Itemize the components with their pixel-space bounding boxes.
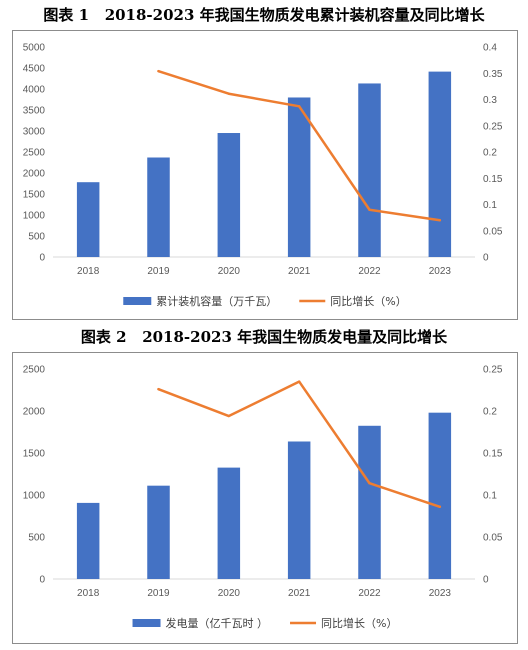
chart-1-x-tick-label: 2019 — [147, 266, 170, 277]
chart-2-line-point-2022 — [368, 482, 371, 485]
chart-1-x-tick-label: 2023 — [429, 266, 452, 277]
chart-2-y-right-tick-label: 0.05 — [483, 533, 503, 544]
chart-1-x-tick-label: 2018 — [77, 266, 100, 277]
chart-1-bar-2022 — [358, 83, 381, 258]
chart-2-y-left-tick-label: 1000 — [23, 491, 46, 502]
chart-1-y-left-tick-label: 3000 — [23, 127, 46, 138]
chart-2-y-right-tick-label: 0.25 — [483, 365, 503, 376]
chart-2-legend-line-label: 同比增长（%） — [321, 616, 397, 630]
chart-2-x-tick-label: 2023 — [429, 588, 452, 599]
chart-2-svg: 0 500 1000 1500 2000 2500 0 0.05 0.1 0.15 0.2 0.25 2… — [23, 365, 503, 631]
chart-2-x-tick-label: 2018 — [77, 588, 100, 599]
chart-2-bar-2019 — [147, 485, 170, 579]
chart-1-panel: 0 500 1000 1500 2000 2500 3000 3500 4000 4500 5000… — [12, 30, 518, 320]
chart-1-line-point-2022 — [368, 208, 371, 211]
chart-2-line-point-2020 — [227, 414, 231, 418]
chart-1-legend: 累计装机容量（万千瓦） 同比增长（%） — [123, 294, 407, 308]
chart-2-legend-bar-swatch — [132, 619, 161, 627]
chart-1-svg: 0 500 1000 1500 2000 2500 3000 3500 4000 4500 5000… — [23, 43, 503, 309]
chart-1-y-right-tick-label: 0 — [483, 253, 489, 264]
chart-1-line-point-2023 — [438, 219, 442, 222]
chart-1-y-left-tick-label: 1000 — [23, 211, 46, 222]
chart-1-line-point-2020 — [227, 92, 231, 95]
chart-2-figure-label: 图表 2 — [80, 328, 127, 346]
chart-2-y-right-tick-label: 0 — [483, 575, 489, 586]
chart-1-y-left-tick-label: 3500 — [23, 106, 46, 117]
chart-1-title: 图表 1 2018-2023 年我国生物质发电累计装机容量及同比增长 — [0, 4, 528, 25]
chart-2-bar-2020 — [217, 467, 241, 579]
chart-2-line-point-2023 — [438, 505, 442, 508]
chart-2-y-left-tick-label: 1500 — [23, 449, 46, 460]
chart-1-line-point-2019 — [157, 69, 160, 73]
chart-1-x-tick-label: 2021 — [288, 266, 311, 277]
chart-1-bar-2020 — [217, 133, 241, 257]
chart-1-y-left-tick-label: 0 — [39, 253, 45, 264]
chart-1-legend-bar-swatch — [123, 297, 152, 305]
chart-2-y-left-tick-label: 0 — [39, 575, 45, 586]
chart-1-y-left-tick-label: 1500 — [23, 190, 46, 201]
chart-2-y-right-tick-label: 0.2 — [483, 407, 497, 418]
chart-2-title: 图表 2 2018-2023 年我国生物质发电量及同比增长 — [0, 326, 528, 347]
chart-1-title-text: 2018-2023 年我国生物质发电累计装机容量及同比增长 — [104, 6, 485, 24]
chart-1-y-left-tick-label: 2500 — [23, 148, 46, 159]
chart-1-y-left-tick-label: 2000 — [23, 169, 46, 180]
chart-1-y-right-tick-label: 0.1 — [483, 200, 497, 211]
chart-1-x-tick-label: 2020 — [218, 266, 241, 277]
chart-2-panel: 0 500 1000 1500 2000 2500 0 0.05 0.1 0.15 0.2 0.25 2… — [12, 352, 518, 644]
chart-1-y-left-tick-label: 500 — [28, 232, 45, 243]
chart-2-title-text: 2018-2023 年我国生物质发电量及同比增长 — [142, 328, 448, 346]
chart-1-line-point-2021 — [297, 105, 301, 108]
chart-1-y-right-tick-label: 0.35 — [483, 69, 503, 80]
chart-1-bar-2018 — [76, 182, 100, 257]
chart-2-legend: 发电量（亿千瓦时 ） 同比增长（%） — [132, 616, 397, 630]
chart-1-y-right-tick-label: 0.2 — [483, 148, 497, 159]
chart-2-x-tick-label: 2022 — [358, 588, 381, 599]
chart-2-x-tick-label: 2020 — [218, 588, 241, 599]
chart-1-y-right-tick-label: 0.4 — [483, 43, 497, 54]
chart-1-y-left-tick-label: 4000 — [23, 85, 46, 96]
chart-2-bar-2021 — [287, 441, 311, 579]
chart-2-y-right-tick-label: 0.1 — [483, 491, 497, 502]
chart-2-y-left-tick-label: 2500 — [23, 365, 46, 376]
chart-1-y-right-tick-label: 0.15 — [483, 174, 503, 185]
chart-1-bar-2021 — [287, 97, 311, 257]
chart-1-y-right-tick-label: 0.25 — [483, 121, 503, 132]
chart-2-bar-2018 — [76, 502, 100, 579]
chart-2-bar-2022 — [358, 425, 381, 579]
chart-2-bar-2023 — [428, 412, 452, 579]
chart-2-y-left-tick-label: 2000 — [23, 407, 46, 418]
chart-1-bar-2023 — [428, 71, 452, 257]
chart-1-figure-label: 图表 1 — [43, 6, 90, 24]
chart-1-y-right-tick-label: 0.3 — [483, 95, 497, 106]
chart-2-y-right-tick-label: 0.15 — [483, 449, 503, 460]
chart-2-line-point-2019 — [157, 387, 160, 391]
chart-1-y-right-tick-label: 0.05 — [483, 226, 503, 237]
chart-1-y-left-tick-label: 5000 — [23, 43, 46, 54]
chart-1-x-tick-label: 2022 — [358, 266, 381, 277]
chart-1-bar-2019 — [147, 157, 170, 257]
chart-2-x-tick-label: 2021 — [288, 588, 311, 599]
chart-1-y-left-tick-label: 4500 — [23, 64, 46, 75]
chart-2-legend-bar-label: 发电量（亿千瓦时 ） — [166, 616, 269, 630]
chart-2-line-point-2021 — [297, 380, 301, 383]
chart-2-x-tick-label: 2019 — [147, 588, 170, 599]
chart-2-y-left-tick-label: 500 — [28, 533, 45, 544]
chart-1-legend-bar-label: 累计装机容量（万千瓦） — [156, 294, 277, 308]
chart-1-legend-line-label: 同比增长（%） — [330, 294, 406, 308]
